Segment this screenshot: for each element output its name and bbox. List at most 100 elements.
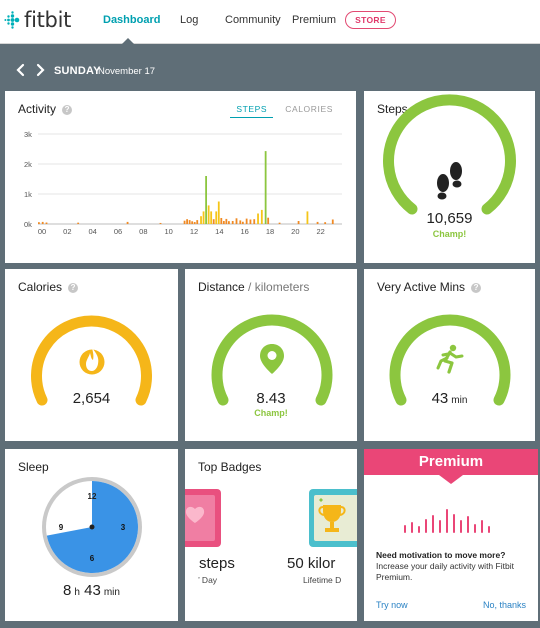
activity-bar: [183, 220, 186, 224]
activity-bar: [228, 221, 230, 224]
sleep-hours: 8: [63, 582, 72, 599]
badge-daily-steps-value: steps: [199, 555, 235, 572]
steps-gauge: [383, 94, 516, 215]
tab-steps[interactable]: STEPS: [230, 104, 274, 118]
distance-status: Champ!: [254, 408, 288, 418]
calories-value: 2,654: [72, 390, 111, 407]
activity-bar: [278, 222, 281, 224]
activity-tabs: STEPS CALORIES: [224, 104, 339, 118]
activity-bar: [239, 220, 242, 224]
distance-gauge: [211, 314, 333, 406]
flame-icon: [79, 348, 105, 375]
activity-bar: [267, 217, 270, 224]
activity-bar: [205, 176, 207, 224]
nav-premium[interactable]: Premium: [292, 14, 337, 26]
activity-bar: [193, 222, 196, 224]
sleep-minutes-label: min: [103, 587, 120, 598]
activity-bar: [217, 201, 220, 224]
badge-lifetime-distance-value: 50 kilor: [287, 555, 336, 572]
activity-bar: [212, 219, 215, 224]
running-person-icon: [436, 344, 464, 374]
fitbit-logo[interactable]: fitbit: [4, 8, 71, 32]
activity-tile[interactable]: Activity? STEPS CALORIES 3k 2k 1k 0k 00 02 04 0…: [5, 91, 356, 263]
x-tick-label: 06: [114, 227, 122, 236]
clock-number: 3: [121, 523, 126, 532]
next-day-icon[interactable]: [35, 63, 45, 77]
clock-number: 9: [59, 523, 64, 532]
distance-title: Distance: [198, 280, 245, 294]
activity-bar: [38, 222, 40, 224]
active-minutes-value: 43: [431, 390, 449, 407]
activity-bar: [331, 219, 334, 224]
calories-title-row: Calories?: [18, 280, 79, 294]
premium-try-now-link[interactable]: Try now: [376, 600, 408, 610]
distance-title-row: Distance / kilometers: [198, 280, 309, 294]
activity-bar: [225, 218, 228, 224]
activity-title-row: Activity?: [18, 102, 73, 116]
activity-bar: [253, 219, 256, 224]
active-minutes-title: Very Active Mins: [377, 280, 466, 294]
activity-chart: 3k 2k 1k 0k 00 02 04 06 08 10 12 14 16 18 20 22: [24, 130, 342, 236]
premium-activity-icon: [404, 509, 490, 533]
previous-day-icon[interactable]: [16, 63, 26, 77]
badge-trophy-card-icon[interactable]: [307, 487, 357, 549]
steps-status: Champ!: [432, 229, 467, 239]
top-navigation-bar: fitbit Dashboard Log Community Premium S…: [0, 0, 540, 45]
sleep-clock: 12 3 6 9: [42, 477, 142, 577]
nav-community[interactable]: Community: [225, 14, 281, 26]
activity-bar: [241, 221, 244, 224]
active-minutes-value-row: 43 min: [364, 390, 535, 407]
x-tick-label: 20: [291, 227, 299, 236]
top-badges-tile[interactable]: Top Badges steps ’ Day 50 kilor Lifetime…: [185, 449, 357, 621]
clock-number: 12: [88, 492, 97, 501]
active-minutes-title-row: Very Active Mins?: [377, 280, 482, 294]
premium-no-thanks-link[interactable]: No, thanks: [482, 600, 526, 610]
x-tick-label: 10: [164, 227, 172, 236]
active-minutes-tile[interactable]: Very Active Mins? 43 min: [364, 269, 535, 441]
calories-title: Calories: [18, 280, 63, 294]
location-pin-icon: [260, 344, 284, 374]
y-tick-label: 3k: [24, 130, 32, 139]
activity-bar: [220, 218, 223, 224]
sleep-hours-label: h: [74, 587, 80, 598]
steps-tile[interactable]: Steps 10,659 Champ!: [364, 91, 535, 263]
x-tick-label: 22: [316, 227, 324, 236]
nav-log[interactable]: Log: [180, 14, 199, 26]
nav-dashboard[interactable]: Dashboard: [103, 14, 161, 26]
activity-bar: [245, 218, 248, 224]
date-navigation: SUNDAY November 17: [0, 56, 540, 86]
activity-bar: [306, 211, 309, 224]
activity-bar: [264, 151, 267, 224]
help-icon[interactable]: ?: [62, 105, 73, 115]
activity-bar: [41, 221, 44, 224]
active-nav-indicator: [121, 38, 135, 45]
activity-bar: [215, 211, 218, 224]
activity-bar: [45, 222, 48, 224]
tab-calories[interactable]: CALORIES: [285, 104, 333, 114]
premium-tile[interactable]: Premium Need motivation to move more? In…: [364, 449, 538, 621]
premium-header-notch: [439, 475, 463, 484]
activity-bar: [159, 222, 162, 224]
steps-title: Steps: [377, 102, 408, 116]
premium-description: Increase your daily activity with Fitbit…: [376, 561, 514, 582]
calories-tile[interactable]: Calories? 2,654: [5, 269, 178, 441]
activity-bar: [186, 219, 188, 224]
help-icon[interactable]: ?: [471, 283, 482, 293]
activity-bar: [297, 221, 300, 224]
activity-bar: [200, 216, 202, 224]
badge-daily-steps-subtitle: ’ Day: [198, 575, 218, 585]
store-button[interactable]: STORE: [345, 11, 396, 29]
activity-bar: [77, 222, 80, 224]
active-minutes-gauge: [389, 314, 511, 406]
distance-value: 8.43: [256, 390, 286, 407]
help-icon[interactable]: ?: [68, 283, 79, 293]
steps-value: 10,659: [426, 210, 473, 227]
distance-tile[interactable]: Distance / kilometers 8.43 Champ!: [185, 269, 357, 441]
badge-heart-card-icon[interactable]: [185, 487, 223, 549]
activity-bar: [191, 221, 194, 224]
date-weekday: SUNDAY: [54, 65, 101, 77]
activity-bar: [126, 221, 129, 224]
sleep-minutes: 43: [84, 582, 101, 599]
